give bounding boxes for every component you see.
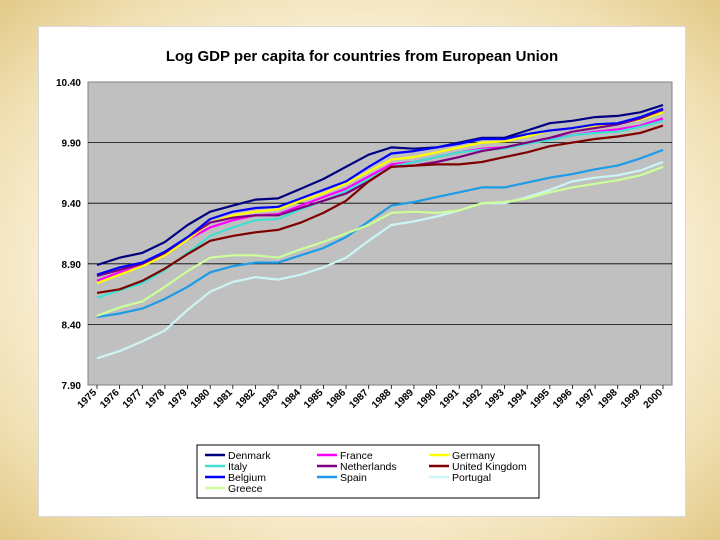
series-line-denmark bbox=[96, 103, 664, 267]
x-tick-label: 1991 bbox=[438, 387, 462, 411]
x-tick-label: 2000 bbox=[642, 387, 666, 411]
x-tick-label: 1981 bbox=[211, 387, 235, 411]
legend-label: United Kingdom bbox=[452, 461, 527, 473]
x-tick-label: 1980 bbox=[189, 387, 213, 411]
legend-label: Germany bbox=[452, 450, 496, 462]
x-tick-label: 1979 bbox=[166, 387, 190, 411]
x-tick-label: 1998 bbox=[596, 387, 620, 411]
legend-label: Greece bbox=[228, 483, 263, 495]
y-tick-label: 9.40 bbox=[62, 199, 82, 210]
x-tick-label: 1995 bbox=[528, 387, 552, 411]
x-axis: 1975 1976 1977 1978 1979 1980 1981 1982 1983 1984… bbox=[76, 385, 666, 411]
x-tick-label: 1990 bbox=[415, 387, 439, 411]
legend-label: Belgium bbox=[228, 472, 266, 484]
x-tick-label: 1983 bbox=[257, 387, 281, 411]
series-line-spain bbox=[96, 148, 664, 319]
legend-label: France bbox=[340, 450, 373, 462]
chart-title: Log GDP per capita for countries from Eu… bbox=[166, 48, 558, 65]
x-tick-label: 1976 bbox=[98, 387, 122, 411]
x-tick-label: 1992 bbox=[460, 387, 484, 411]
legend-label: Denmark bbox=[228, 450, 271, 462]
x-tick-label: 1988 bbox=[370, 387, 394, 411]
x-tick-label: 1977 bbox=[121, 387, 145, 411]
series-line-belgium bbox=[96, 107, 664, 276]
x-tick-label: 1982 bbox=[234, 387, 258, 411]
series-line-greece bbox=[96, 165, 664, 317]
x-tick-label: 1986 bbox=[325, 387, 349, 411]
y-tick-label: 10.40 bbox=[56, 78, 81, 89]
y-tick-label: 8.90 bbox=[62, 260, 82, 271]
x-tick-label: 1978 bbox=[144, 387, 168, 411]
series-line-united-kingdom bbox=[96, 124, 664, 294]
y-tick-label: 8.40 bbox=[62, 320, 82, 331]
x-tick-label: 1994 bbox=[506, 387, 530, 411]
x-tick-label: 1999 bbox=[619, 387, 643, 411]
legend: Denmark France Germany Italy Netherlands Unit… bbox=[196, 444, 540, 499]
chart-frame: Log GDP per capita for countries from Eu… bbox=[38, 26, 686, 517]
y-tick-label: 9.90 bbox=[62, 139, 82, 150]
x-tick-label: 1985 bbox=[302, 387, 326, 411]
x-tick-label: 1984 bbox=[279, 387, 303, 411]
x-tick-label: 1996 bbox=[551, 387, 575, 411]
legend-box bbox=[196, 444, 540, 499]
gridlines bbox=[88, 142, 672, 325]
legend-label: Netherlands bbox=[340, 461, 397, 473]
legend-label: Portugal bbox=[452, 472, 491, 484]
x-tick-label: 1993 bbox=[483, 387, 507, 411]
y-axis: 7.90 8.40 8.90 9.40 9.90 10.40 bbox=[56, 78, 81, 392]
legend-label: Italy bbox=[228, 461, 248, 473]
chart-svg: Log GDP per capita for countries from Eu… bbox=[56, 48, 673, 499]
x-tick-label: 1997 bbox=[574, 387, 598, 411]
series-line-portugal bbox=[96, 160, 664, 360]
x-tick-label: 1987 bbox=[347, 387, 371, 411]
y-tick-label: 7.90 bbox=[62, 381, 82, 392]
series-lines bbox=[96, 103, 664, 360]
legend-label: Spain bbox=[340, 472, 367, 484]
x-tick-label: 1989 bbox=[393, 387, 417, 411]
